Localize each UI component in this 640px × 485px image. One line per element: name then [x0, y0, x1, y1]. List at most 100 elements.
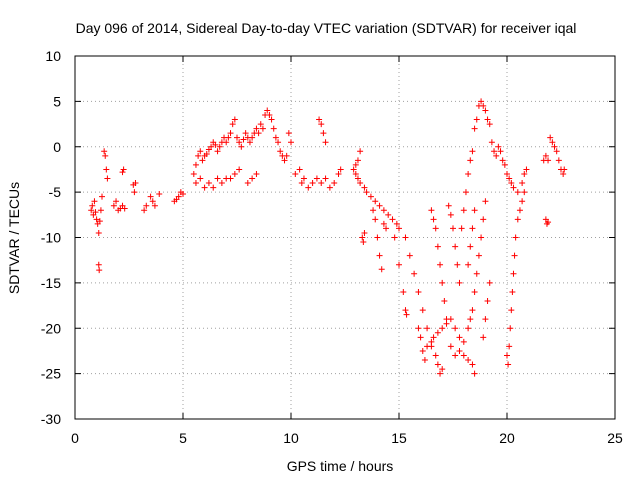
data-point [246, 139, 253, 146]
data-point [437, 261, 444, 268]
data-point [95, 261, 102, 268]
x-tick-label: 20 [499, 430, 515, 446]
data-point [91, 198, 98, 205]
x-tick-label: 5 [179, 430, 187, 446]
data-point [359, 234, 366, 241]
data-point [488, 139, 495, 146]
data-point [326, 184, 333, 191]
data-point [113, 198, 120, 205]
data-point [467, 157, 474, 164]
data-point [454, 261, 461, 268]
data-point [403, 311, 410, 318]
data-point [197, 148, 204, 155]
data-point [460, 338, 467, 345]
data-point [180, 190, 186, 197]
data-point [242, 130, 249, 137]
data-point [469, 361, 476, 368]
data-point [402, 307, 409, 314]
data-point [456, 279, 463, 286]
data-point [214, 148, 221, 155]
data-point [456, 334, 463, 341]
data-point [378, 266, 385, 273]
data-point [255, 130, 262, 137]
y-axis-label: SDTVAR / TECUs [6, 182, 22, 294]
data-point [331, 180, 338, 187]
chart-title: Day 096 of 2014, Sidereal Day-to-day VTE… [76, 20, 577, 36]
data-point [482, 107, 489, 114]
data-point [499, 157, 506, 164]
data-point [396, 225, 402, 232]
data-point [240, 136, 247, 143]
data-point [465, 325, 472, 332]
data-point [354, 157, 361, 164]
data-point [92, 209, 99, 216]
data-point [363, 189, 370, 196]
data-point [103, 166, 110, 173]
data-point [264, 107, 271, 114]
data-point [99, 193, 105, 200]
data-point [505, 361, 512, 368]
data-point [495, 143, 502, 150]
x-tick-label: 25 [607, 430, 623, 446]
data-point [460, 207, 467, 214]
data-point [370, 207, 377, 214]
data-point [175, 193, 182, 200]
data-point [484, 298, 491, 305]
tick-labels-layer: 0 5 10 15 20 25 -30 -25 -20 -15 -10 -5 0 5 10 [41, 48, 623, 446]
data-point [141, 207, 148, 214]
data-point [223, 139, 230, 146]
x-axis-label: GPS time / hours [287, 458, 394, 474]
data-point [151, 202, 158, 209]
data-point [389, 216, 396, 223]
data-point [95, 229, 102, 236]
data-point [506, 343, 513, 350]
data-point [432, 352, 439, 359]
data-point [519, 180, 526, 187]
data-point [214, 175, 221, 182]
data-point [361, 184, 368, 191]
data-point [316, 116, 323, 123]
data-point [335, 170, 342, 177]
data-point [102, 152, 109, 159]
data-point [456, 347, 463, 354]
data-point [361, 229, 368, 236]
data-point [471, 125, 478, 132]
data-point [480, 102, 487, 109]
data-point [467, 243, 474, 250]
data-point [478, 98, 485, 105]
data-point [512, 234, 519, 241]
data-point [547, 134, 554, 141]
data-point [415, 325, 422, 332]
data-point [434, 329, 441, 336]
data-point [465, 261, 472, 268]
data-point [132, 180, 139, 187]
data-point [545, 157, 552, 164]
data-point [89, 202, 96, 209]
data-point [482, 316, 489, 323]
data-point [393, 220, 400, 227]
data-point [192, 161, 199, 168]
data-point [205, 180, 212, 187]
data-point [521, 189, 528, 196]
data-point [376, 202, 383, 209]
data-point [465, 170, 472, 177]
data-point [285, 130, 292, 137]
data-point [452, 352, 459, 359]
data-point [560, 170, 567, 177]
data-point [96, 267, 103, 274]
x-tick-label: 15 [391, 430, 407, 446]
data-point [432, 225, 439, 232]
data-point [236, 166, 243, 173]
data-point [354, 175, 361, 182]
data-point [380, 220, 387, 227]
data-point [469, 225, 476, 232]
data-point [452, 243, 459, 250]
data-point [104, 175, 111, 182]
data-point [511, 252, 518, 259]
data-point [385, 211, 392, 218]
data-point [296, 166, 303, 173]
data-point [521, 170, 528, 177]
data-point [561, 166, 568, 173]
data-point [318, 180, 325, 187]
